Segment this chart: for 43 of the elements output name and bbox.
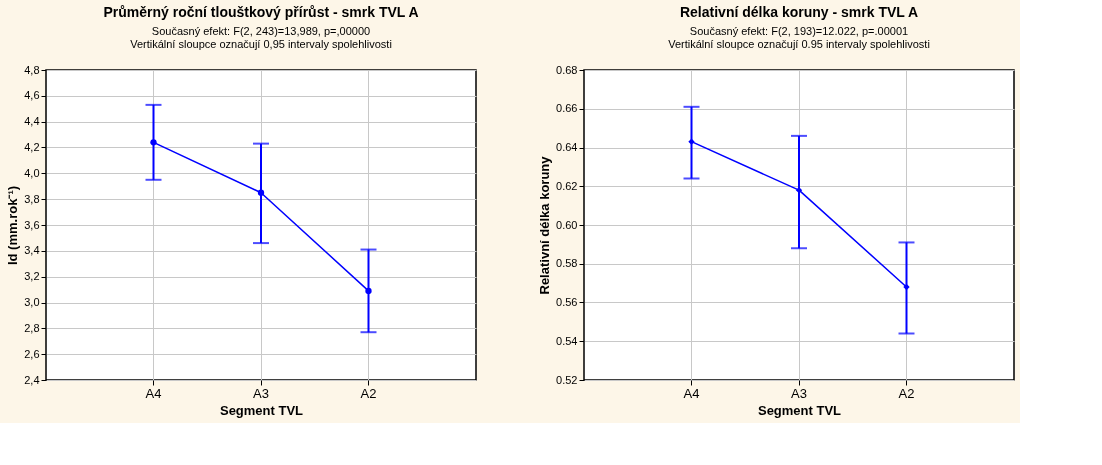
y-axis-title: Relativní délka koruny xyxy=(537,155,553,295)
x-tick-label: A2 xyxy=(360,385,377,401)
y-tick-label: 4,0 xyxy=(24,166,40,179)
text: Vertikální sloupce označují 0,95 intervaly spolehlivosti xyxy=(130,38,392,50)
y-tick-label: 4,6 xyxy=(24,89,40,102)
y-axis-title: Id (mm.rok⁻¹) xyxy=(5,185,21,266)
x-axis-title: Segment TVL xyxy=(757,402,842,418)
y-tick-label: 4,4 xyxy=(24,115,40,128)
y-tick-label: 0.64 xyxy=(556,141,578,153)
text: Vertikální sloupce označují 0.95 intervaly spolehlivosti xyxy=(668,38,930,50)
point xyxy=(257,189,265,196)
x-tick-label: A4 xyxy=(145,385,162,401)
y-tick-label: 3,0 xyxy=(24,296,40,308)
chart-title: Průměrný roční tlouštkový přírůst - smrk TVL A xyxy=(103,4,419,20)
x-axis-title: Segment TVL xyxy=(219,402,304,418)
y-tick-label: 0.62 xyxy=(556,179,578,192)
point xyxy=(903,283,910,291)
y-tick-label: 4,8 xyxy=(24,63,40,76)
x-tick-label: A2 xyxy=(898,385,915,401)
point xyxy=(688,138,695,145)
y-tick-label: 2,8 xyxy=(24,321,40,334)
y-tick-label: 3,8 xyxy=(24,192,40,205)
y-tick-label: 3,6 xyxy=(24,218,40,231)
y-tick-label: 0.58 xyxy=(556,257,578,270)
y-tick-label: 2,4 xyxy=(24,373,40,386)
y-tick-label: 0.54 xyxy=(556,334,578,347)
chart-title: Relativní délka koruny - smrk TVL A xyxy=(679,4,919,20)
y-tick-label: 0.60 xyxy=(556,218,578,231)
point xyxy=(150,139,157,146)
y-tick-label: 0.66 xyxy=(556,102,578,115)
x-tick-label: A3 xyxy=(253,385,269,401)
y-tick-label: 4,2 xyxy=(24,141,40,153)
point xyxy=(365,287,372,295)
chart-subtitle: Současný efekt: F(2, 193)=12.022, p=.00001 xyxy=(689,25,909,37)
y-tick-label: 0.52 xyxy=(556,373,578,386)
y-tick-label: 0.68 xyxy=(556,63,578,76)
y-tick-label: 3,2 xyxy=(24,270,40,283)
x-tick-label: A4 xyxy=(683,385,700,401)
x-tick-label: A3 xyxy=(791,385,807,401)
y-tick-label: 3,4 xyxy=(24,244,40,257)
chart-subtitle: Současný efekt: F(2, 243)=13,989, p=,00000 xyxy=(151,25,371,37)
y-tick-label: 0.56 xyxy=(556,296,578,308)
y-tick-label: 2,6 xyxy=(24,347,40,360)
